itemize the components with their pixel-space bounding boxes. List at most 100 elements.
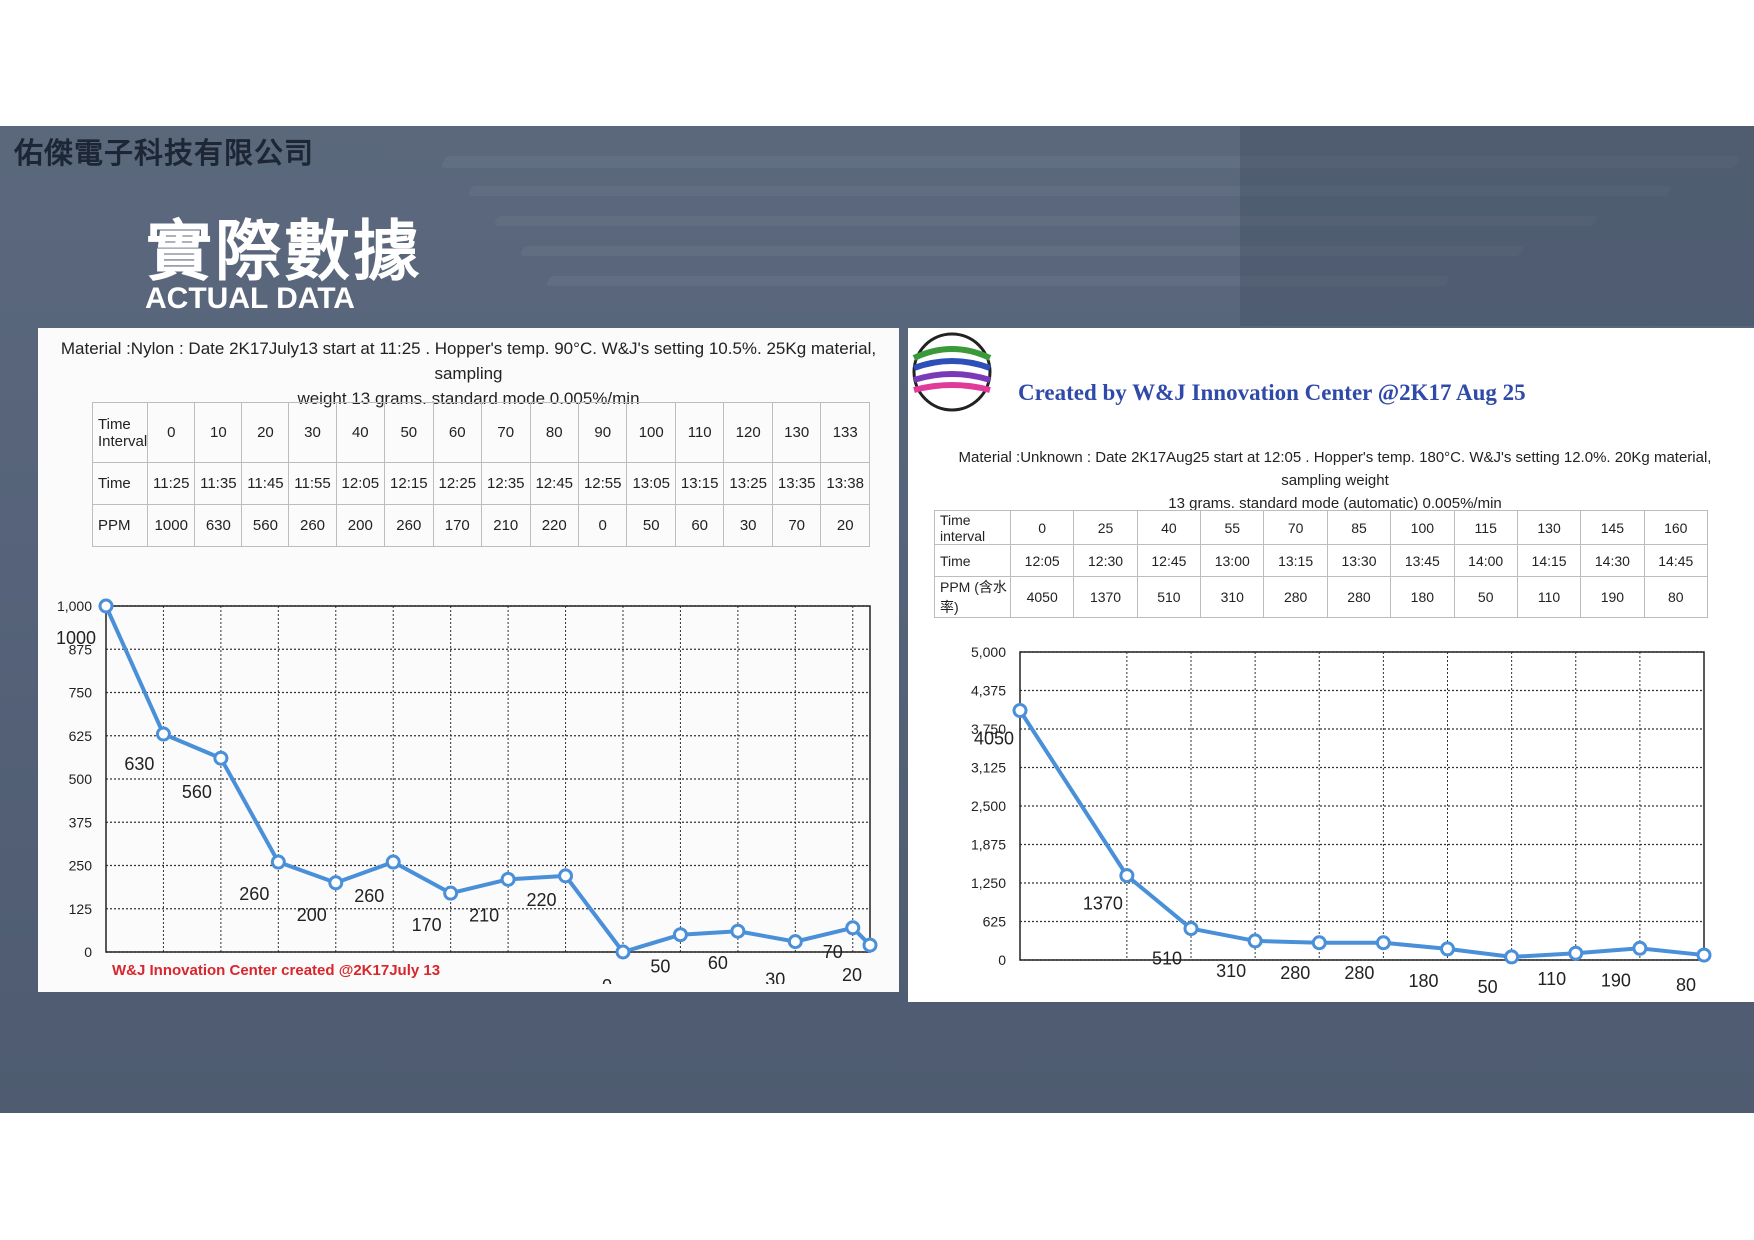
data-point — [1504, 949, 1520, 965]
data-label: 210 — [469, 905, 499, 925]
y-tick-label: 5,000 — [971, 644, 1006, 660]
y-tick-label: 500 — [69, 771, 93, 787]
data-label: 260 — [354, 886, 384, 906]
data-label: 190 — [1601, 970, 1631, 990]
right-line-chart: 5,000 4,375 3,750 3,125 2,500 1,875 1,250 625 0 4… — [971, 644, 1712, 997]
table-cell: 20 — [820, 504, 870, 547]
y-tick-label: 750 — [69, 685, 93, 701]
table-row-label: Time — [91, 462, 149, 505]
y-tick-label: 125 — [69, 901, 93, 917]
page-title: 實際數據 — [146, 213, 422, 290]
table-cell: 14:45 — [1643, 544, 1709, 577]
table-cell: 12:45 — [1136, 544, 1202, 577]
company-name: 佑傑電子科技有限公司 — [14, 136, 315, 170]
data-point — [500, 871, 516, 887]
y-tick-label: 3,750 — [971, 721, 1006, 737]
table-row: PPM 1000 630 560 260 200 260 170 210 220 0 50 60 30 70… — [91, 504, 870, 547]
plot-frame — [1019, 651, 1705, 961]
y-tick-label: 0 — [998, 952, 1006, 968]
data-point — [213, 750, 229, 766]
series-line — [1018, 709, 1705, 959]
y-tick-label: 0 — [84, 944, 92, 960]
data-label: 220 — [527, 890, 557, 910]
table-cell: 0 — [1009, 510, 1075, 545]
data-point — [155, 726, 171, 742]
table-cell: 630 — [194, 504, 243, 547]
y-tick-label: 1,875 — [971, 837, 1006, 853]
table-cell: 170 — [432, 504, 483, 547]
table-cell: 12:05 — [1009, 544, 1075, 577]
keyboard-background-image — [441, 126, 1754, 326]
y-tick-label: 625 — [69, 728, 93, 744]
data-label: 20 — [842, 965, 862, 984]
page-subtitle: ACTUAL DATA — [145, 282, 355, 315]
data-label: 4050 — [974, 729, 1014, 749]
y-tick-label: 250 — [69, 858, 93, 874]
data-point — [1012, 703, 1028, 719]
table-cell: 12:30 — [1073, 544, 1138, 577]
table-cell: 40 — [335, 402, 386, 463]
table-cell: 12:35 — [481, 462, 531, 505]
table-row: Time 11:25 11:35 11:45 11:55 12:05 12:15 12:25 1… — [91, 462, 870, 505]
table-cell: 260 — [384, 504, 434, 547]
data-point — [1311, 935, 1327, 951]
data-label: 1370 — [1083, 894, 1123, 914]
table-row: Time Interval 0 10 20 30 40 50 60 70 80 90 100 110 12… — [91, 402, 870, 463]
data-label: 310 — [1216, 961, 1246, 981]
data-label: 1000 — [56, 628, 96, 648]
data-point — [270, 854, 286, 870]
table-cell: 100 — [626, 402, 676, 463]
y-tick-label: 2,500 — [971, 798, 1006, 814]
table-cell: 50 — [1453, 576, 1518, 618]
table-cell: 55 — [1200, 510, 1265, 545]
data-point — [1375, 935, 1391, 951]
table-cell: 12:05 — [335, 462, 386, 505]
table-cell: 13:38 — [820, 462, 870, 505]
data-point — [328, 875, 344, 891]
data-point — [443, 885, 459, 901]
table-row-label: Time — [934, 544, 1011, 577]
y-tick-label: 625 — [983, 914, 1007, 930]
table-cell: 80 — [1643, 576, 1709, 618]
table-cell: 14:30 — [1580, 544, 1645, 577]
table-cell: 70 — [771, 504, 822, 547]
table-cell: 11:55 — [288, 462, 337, 505]
table-cell: 10 — [194, 402, 243, 463]
table-row: Time 12:05 12:30 12:45 13:00 13:15 13:30 13:45 1… — [934, 544, 1709, 577]
table-cell: 120 — [723, 402, 773, 463]
data-label: 110 — [1537, 969, 1566, 989]
table-cell: 510 — [1136, 576, 1202, 618]
data-point — [730, 923, 746, 939]
left-footnote: W&J Innovation Center created @2K17July … — [112, 962, 441, 979]
table-cell: 310 — [1200, 576, 1265, 618]
table-cell: 200 — [335, 504, 386, 547]
table-row: Time interval 0 25 40 55 70 85 100 115 130 145 160 — [934, 510, 1709, 545]
table-cell: 4050 — [1009, 576, 1075, 618]
table-cell: 133 — [820, 402, 870, 463]
data-label: 70 — [823, 942, 843, 962]
y-tick-label: 875 — [69, 641, 93, 657]
data-point — [845, 920, 861, 936]
y-tick-label: 4,375 — [971, 683, 1006, 699]
table-row-label: Time interval — [934, 510, 1011, 545]
data-point — [1696, 947, 1712, 963]
table-cell: 13:15 — [674, 462, 725, 505]
table-cell: 85 — [1326, 510, 1392, 545]
right-chart-panel: Created by W&J Innovation Center @2K17 A… — [908, 328, 1754, 1002]
y-tick-label: 375 — [69, 814, 93, 830]
data-point — [98, 598, 114, 614]
table-cell: 12:45 — [529, 462, 579, 505]
table-cell: 12:55 — [577, 462, 628, 505]
table-cell: 13:25 — [723, 462, 773, 505]
left-line-chart: 1,00087575062550037525012501000630560260… — [56, 598, 878, 984]
table-cell: 210 — [481, 504, 531, 547]
data-point — [558, 868, 574, 884]
table-cell: 100 — [1390, 510, 1455, 545]
table-cell: 130 — [771, 402, 822, 463]
table-cell: 1370 — [1073, 576, 1138, 618]
data-label: 60 — [708, 953, 728, 973]
data-label: 510 — [1152, 949, 1182, 969]
data-label: 280 — [1344, 963, 1374, 983]
data-label: 260 — [239, 884, 269, 904]
table-cell: 60 — [432, 402, 483, 463]
